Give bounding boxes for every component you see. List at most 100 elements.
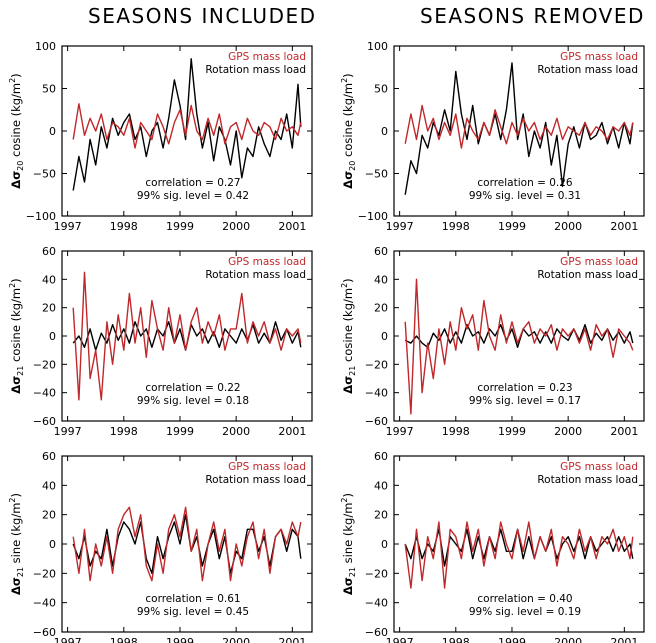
- panel-1: −100 −50 0 50 100 1997 1998 1999 2000 2001 GPS mas…: [8, 40, 313, 233]
- series-line-gps: [72, 271, 302, 401]
- panel-5: −60 −40 −20 0 20 40 60 1997 1998 1999 2000 2001 GPS …: [8, 450, 313, 643]
- series-line-gps: [72, 103, 302, 149]
- y-tick-label: 100: [35, 40, 56, 53]
- x-tick-label: 1998: [442, 425, 470, 438]
- series-line-gps: [72, 506, 302, 582]
- y-tick-label: −60: [33, 626, 56, 639]
- x-tick-label: 2000: [554, 636, 582, 643]
- x-tick-label: 2001: [278, 425, 306, 438]
- y-tick-label: −20: [365, 567, 388, 580]
- annotation-text: 99% sig. level = 0.42: [137, 190, 249, 202]
- x-tick-label: 1997: [386, 220, 414, 233]
- legend-entry: Rotation mass load: [205, 474, 306, 486]
- legend-entry: GPS mass load: [228, 51, 306, 63]
- series-line-gps: [404, 278, 634, 415]
- y-tick-label: 20: [374, 302, 388, 315]
- series-line-gps: [404, 521, 634, 589]
- y-tick-label: 40: [42, 479, 56, 492]
- x-tick-label: 1999: [498, 220, 526, 233]
- y-tick-label: 0: [49, 538, 56, 551]
- annotation-text: 99% sig. level = 0.17: [469, 395, 581, 407]
- legend-entry: Rotation mass load: [205, 269, 306, 281]
- x-tick-label: 1998: [110, 636, 138, 643]
- y-tick-label: 0: [49, 330, 56, 343]
- y-tick-label: 20: [374, 509, 388, 522]
- legend-entry: Rotation mass load: [537, 474, 638, 486]
- x-tick-label: 1999: [166, 425, 194, 438]
- y-tick-label: 0: [381, 330, 388, 343]
- x-tick-label: 2000: [554, 425, 582, 438]
- y-tick-label: −40: [365, 387, 388, 400]
- y-tick-label: 100: [367, 40, 388, 53]
- x-tick-label: 1997: [54, 636, 82, 643]
- panel-2: −100 −50 0 50 100 1997 1998 1999 2000 2001 GPS mas…: [340, 40, 645, 233]
- legend-entry: Rotation mass load: [537, 64, 638, 76]
- annotation-text: correlation = 0.40: [477, 593, 572, 605]
- legend-entry: GPS mass load: [228, 256, 306, 268]
- y-tick-label: −50: [365, 168, 388, 181]
- y-tick-label: −20: [365, 358, 388, 371]
- x-tick-label: 1997: [386, 636, 414, 643]
- y-tick-label: −60: [365, 415, 388, 428]
- y-axis-label: Δσ20 cosine (kg/m2): [8, 73, 25, 188]
- y-tick-label: −100: [26, 210, 56, 223]
- annotation-text: correlation = 0.23: [477, 382, 572, 394]
- y-tick-label: 0: [49, 125, 56, 138]
- y-tick-label: −40: [33, 387, 56, 400]
- legend-entry: GPS mass load: [560, 256, 638, 268]
- series-line-rotation: [404, 528, 634, 567]
- panel-6: −60 −40 −20 0 20 40 60 1997 1998 1999 2000 2001 GPS …: [340, 450, 645, 643]
- x-tick-label: 2000: [222, 636, 250, 643]
- x-tick-label: 1998: [442, 636, 470, 643]
- legend-entry: Rotation mass load: [205, 64, 306, 76]
- y-axis-label: Δσ21 sine (kg/m2): [8, 493, 25, 595]
- legend-entry: GPS mass load: [228, 461, 306, 473]
- x-tick-label: 2000: [222, 220, 250, 233]
- title-seasons-included: SEASONS INCLUDED: [88, 4, 317, 28]
- y-tick-label: 60: [42, 450, 56, 463]
- y-tick-label: −20: [33, 358, 56, 371]
- legend-entry: GPS mass load: [560, 461, 638, 473]
- y-tick-label: −20: [33, 567, 56, 580]
- x-tick-label: 2000: [554, 220, 582, 233]
- y-tick-label: −50: [33, 168, 56, 181]
- title-seasons-removed: SEASONS REMOVED: [420, 4, 645, 28]
- annotation-text: correlation = 0.26: [477, 177, 573, 189]
- x-tick-label: 1998: [110, 425, 138, 438]
- x-tick-label: 1997: [54, 220, 82, 233]
- x-tick-label: 2001: [278, 636, 306, 643]
- x-tick-label: 1998: [442, 220, 470, 233]
- x-tick-label: 2001: [278, 220, 306, 233]
- x-tick-label: 2001: [610, 220, 638, 233]
- legend-entry: GPS mass load: [560, 51, 638, 63]
- y-tick-label: 50: [42, 83, 56, 96]
- y-tick-label: −60: [33, 415, 56, 428]
- x-tick-label: 1997: [386, 425, 414, 438]
- series-line-gps: [404, 104, 634, 149]
- annotation-text: 99% sig. level = 0.19: [469, 606, 581, 618]
- y-tick-label: 40: [374, 479, 388, 492]
- y-tick-label: −60: [365, 626, 388, 639]
- y-tick-label: 50: [374, 83, 388, 96]
- x-tick-label: 1999: [498, 636, 526, 643]
- series-line-rotation: [404, 324, 634, 348]
- y-tick-label: 60: [374, 245, 388, 258]
- y-tick-label: 60: [42, 245, 56, 258]
- y-axis-label: Δσ20 cosine (kg/m2): [340, 73, 357, 188]
- x-tick-label: 1998: [110, 220, 138, 233]
- annotation-text: 99% sig. level = 0.31: [469, 190, 581, 202]
- x-tick-label: 1997: [54, 425, 82, 438]
- annotation-text: 99% sig. level = 0.18: [137, 395, 249, 407]
- y-tick-label: 60: [374, 450, 388, 463]
- annotation-text: 99% sig. level = 0.45: [137, 606, 249, 618]
- x-tick-label: 1999: [166, 220, 194, 233]
- panel-3: −60 −40 −20 0 20 40 60 1997 1998 1999 2000 2001 GPS …: [8, 245, 313, 438]
- annotation-text: correlation = 0.61: [145, 593, 240, 605]
- y-tick-label: 20: [42, 302, 56, 315]
- y-axis-label: Δσ21 cosine (kg/m2): [8, 278, 25, 393]
- x-tick-label: 1999: [166, 636, 194, 643]
- x-tick-label: 1999: [498, 425, 526, 438]
- panel-4: −60 −40 −20 0 20 40 60 1997 1998 1999 2000 2001 GPS …: [340, 245, 645, 438]
- y-tick-label: −40: [33, 597, 56, 610]
